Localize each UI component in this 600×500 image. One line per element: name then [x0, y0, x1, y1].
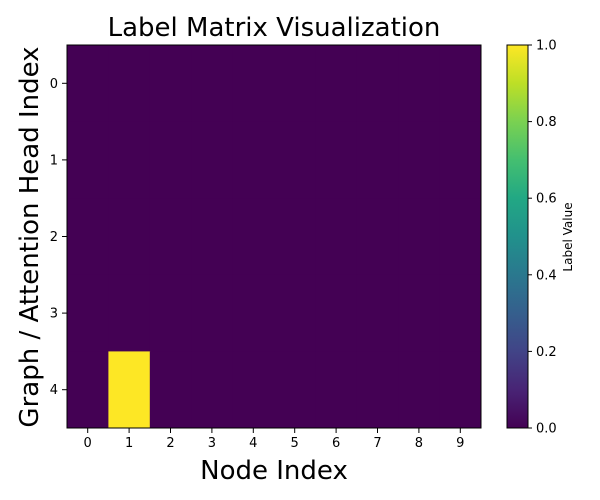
- heatmap-cell-r4-c1: [108, 351, 151, 429]
- heatmap-cell-r3-c6: [315, 274, 358, 352]
- y-tick-label: 1: [50, 153, 58, 168]
- heatmap-cell-r2-c2: [149, 198, 192, 276]
- heatmap-cell-r1-c5: [274, 121, 316, 199]
- heatmap-cell-r1-c7: [356, 121, 399, 199]
- heatmap-cell-r0-c6: [315, 45, 358, 123]
- x-tick-label: 4: [249, 436, 257, 451]
- heatmap-cell-r2-c1: [108, 198, 151, 276]
- heatmap-cell-r4-c7: [356, 351, 399, 429]
- y-tick-label: 2: [50, 230, 58, 245]
- x-ticks: 0 1 2 3 4 5 6 7 8 9: [84, 428, 464, 451]
- x-tick-label: 7: [373, 436, 381, 451]
- x-tick-label: 3: [208, 436, 216, 451]
- heatmap-cell-r4-c6: [315, 351, 358, 429]
- heatmap-cell-r4-c9: [439, 351, 482, 429]
- colorbar-tick-label: 0.2: [536, 345, 557, 360]
- heatmap-cell-r2-c0: [67, 198, 109, 276]
- heatmap-cell-r2-c5: [274, 198, 316, 276]
- colorbar-label: Label Value: [561, 202, 575, 271]
- y-tick-label: 4: [50, 383, 58, 398]
- heatmap-cell-r4-c2: [149, 351, 192, 429]
- heatmap-cell-r0-c4: [232, 45, 275, 123]
- heatmap-cell-r0-c7: [356, 45, 399, 123]
- colorbar: [507, 45, 528, 428]
- heatmap-cell-r3-c8: [398, 274, 441, 352]
- colorbar-tick-label: 0.0: [536, 422, 557, 437]
- x-tick-label: 8: [415, 436, 423, 451]
- heatmap-cell-r4-c3: [191, 351, 234, 429]
- heatmap-cell-r1-c3: [191, 121, 234, 199]
- heatmap-cell-r3-c7: [356, 274, 399, 352]
- heatmap-cell-r4-c5: [274, 351, 316, 429]
- heatmap-cell-r0-c3: [191, 45, 234, 123]
- y-tick-label: 3: [50, 307, 58, 322]
- heatmap-cell-r1-c1: [108, 121, 151, 199]
- y-axis-label: Graph / Attention Head Index: [15, 46, 45, 427]
- heatmap-cell-r2-c7: [356, 198, 399, 276]
- y-ticks: 0 1 2 3 4: [50, 77, 67, 398]
- x-tick-label: 6: [332, 436, 340, 451]
- chart-title: Label Matrix Visualization: [108, 13, 441, 43]
- heatmap-cell-r3-c3: [191, 274, 234, 352]
- heatmap-cell-r0-c9: [439, 45, 482, 123]
- y-tick-label: 0: [50, 77, 58, 92]
- heatmap-cell-r4-c8: [398, 351, 441, 429]
- heatmap-cell-r3-c1: [108, 274, 151, 352]
- x-axis-label: Node Index: [200, 456, 348, 486]
- colorbar-tick-label: 0.6: [536, 192, 557, 207]
- heatmap-cell-r4-c0: [67, 351, 109, 429]
- heatmap-cell-r3-c2: [149, 274, 192, 352]
- heatmap-cell-r0-c5: [274, 45, 316, 123]
- heatmap-cell-r0-c8: [398, 45, 441, 123]
- colorbar-tick-label: 1.0: [536, 39, 557, 54]
- heatmap-cell-r2-c4: [232, 198, 275, 276]
- x-tick-label: 1: [125, 436, 133, 451]
- heatmap-cell-r3-c5: [274, 274, 316, 352]
- colorbar-ticks: 0.0 0.2 0.4 0.6 0.8 1.0: [528, 39, 557, 437]
- heatmap-cell-r2-c8: [398, 198, 441, 276]
- heatmap-cells: [67, 45, 482, 429]
- heatmap-cell-r2-c9: [439, 198, 482, 276]
- heatmap-cell-r4-c4: [232, 351, 275, 429]
- x-tick-label: 2: [166, 436, 174, 451]
- colorbar-frame: [506, 44, 529, 429]
- heatmap-cell-r3-c0: [67, 274, 109, 352]
- heatmap-cell-r0-c2: [149, 45, 192, 123]
- colorbar-tick-label: 0.8: [536, 115, 557, 130]
- heatmap-cell-r2-c3: [191, 198, 234, 276]
- heatmap-cell-r3-c9: [439, 274, 482, 352]
- heatmap-cell-r1-c2: [149, 121, 192, 199]
- heatmap-cell-r0-c1: [108, 45, 151, 123]
- heatmap-cell-r0-c0: [67, 45, 109, 123]
- x-tick-label: 5: [291, 436, 299, 451]
- x-tick-label: 0: [84, 436, 92, 451]
- heatmap-cell-r2-c6: [315, 198, 358, 276]
- heatmap-cell-r1-c0: [67, 121, 109, 199]
- colorbar-tick-label: 0.4: [536, 268, 557, 283]
- heatmap-cell-r1-c6: [315, 121, 358, 199]
- heatmap-cell-r1-c9: [439, 121, 482, 199]
- heatmap-cell-r1-c4: [232, 121, 275, 199]
- heatmap-cell-r1-c8: [398, 121, 441, 199]
- x-tick-label: 9: [456, 436, 464, 451]
- heatmap-cell-r3-c4: [232, 274, 275, 352]
